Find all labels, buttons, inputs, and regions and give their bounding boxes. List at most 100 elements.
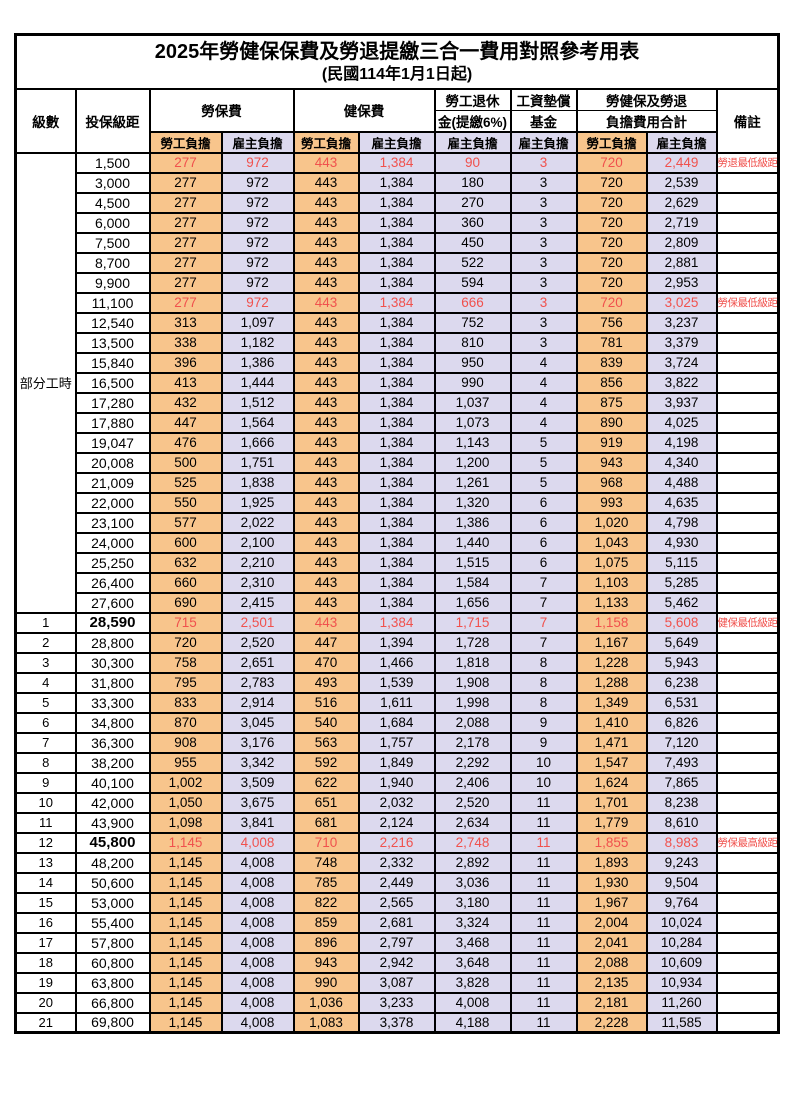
level-cell: 7 xyxy=(14,731,77,754)
value-cell: 1,715 xyxy=(433,611,512,634)
value-cell: 3,237 xyxy=(645,311,718,334)
value-cell: 2,501 xyxy=(220,611,295,634)
value-cell: 972 xyxy=(220,251,295,274)
value-cell: 443 xyxy=(292,211,360,234)
value-cell: 1,410 xyxy=(575,711,648,734)
value-cell: 3,675 xyxy=(220,791,295,814)
bracket-cell: 55,400 xyxy=(74,911,151,934)
level-cell: 16 xyxy=(14,911,77,934)
remark-cell xyxy=(715,371,780,394)
table-row: 25,250 632 2,210 443 1,384 1,515 6 1,075 5,115 xyxy=(16,551,780,574)
table-row: 2 28,800 720 2,520 447 1,394 1,728 7 1,167 5,649 xyxy=(14,631,780,654)
value-cell: 1,145 xyxy=(148,911,223,934)
value-cell: 11 xyxy=(509,831,578,854)
value-cell: 2,748 xyxy=(433,831,512,854)
value-cell: 11 xyxy=(509,891,578,914)
bracket-cell: 6,000 xyxy=(74,211,151,234)
remark-cell xyxy=(715,271,780,294)
value-cell: 2,539 xyxy=(645,171,718,194)
level-cell: 10 xyxy=(14,791,77,814)
value-cell: 2,953 xyxy=(645,271,718,294)
value-cell: 396 xyxy=(148,351,223,374)
value-cell: 2,797 xyxy=(357,931,436,954)
table-row: 24,000 600 2,100 443 1,384 1,440 6 1,043 4,930 xyxy=(16,531,780,554)
value-cell: 6,826 xyxy=(645,711,718,734)
value-cell: 10,934 xyxy=(645,971,718,994)
insurance-fee-table: 2025年勞健保保費及勞退提繳三合一費用對照參考用表 (民國114年1月1日起)… xyxy=(14,33,781,1034)
value-cell: 2,178 xyxy=(433,731,512,754)
remark-cell xyxy=(715,971,780,994)
value-cell: 277 xyxy=(148,271,223,294)
value-cell: 1,075 xyxy=(575,551,648,574)
remark-cell xyxy=(715,211,780,234)
remark-cell xyxy=(715,811,780,834)
value-cell: 360 xyxy=(433,211,512,234)
table-row: 20 66,800 1,145 4,008 1,036 3,233 4,008 11 2,181… xyxy=(14,991,780,1014)
table-row: 18 60,800 1,145 4,008 943 2,942 3,648 11 2,088 10… xyxy=(14,951,780,974)
value-cell: 1,145 xyxy=(148,931,223,954)
header-pension-line2: 金(提繳6%) xyxy=(433,109,512,133)
value-cell: 277 xyxy=(148,191,223,214)
remark-cell xyxy=(715,711,780,734)
value-cell: 11 xyxy=(509,991,578,1014)
value-cell: 2,135 xyxy=(575,971,648,994)
value-cell: 1,728 xyxy=(433,631,512,654)
value-cell: 748 xyxy=(292,851,360,874)
page-title: 2025年勞健保保費及勞退提繳三合一費用對照參考用表 xyxy=(154,41,640,64)
value-cell: 2,406 xyxy=(433,771,512,794)
bracket-cell: 53,000 xyxy=(74,891,151,914)
value-cell: 4,008 xyxy=(220,931,295,954)
value-cell: 1,384 xyxy=(357,291,436,314)
value-cell: 3,468 xyxy=(433,931,512,954)
remark-cell xyxy=(715,491,780,514)
value-cell: 4,008 xyxy=(220,911,295,934)
value-cell: 955 xyxy=(148,751,223,774)
value-cell: 1,757 xyxy=(357,731,436,754)
value-cell: 2,292 xyxy=(433,751,512,774)
bracket-cell: 17,880 xyxy=(74,411,151,434)
bracket-cell: 16,500 xyxy=(74,371,151,394)
value-cell: 277 xyxy=(148,211,223,234)
bracket-cell: 40,100 xyxy=(74,771,151,794)
value-cell: 3 xyxy=(509,311,578,334)
value-cell: 11,260 xyxy=(645,991,718,1014)
value-cell: 833 xyxy=(148,691,223,714)
table-row: 13 48,200 1,145 4,008 748 2,332 2,892 11 1,893 9,… xyxy=(14,851,780,874)
remark-cell xyxy=(715,751,780,774)
value-cell: 1,384 xyxy=(357,531,436,554)
value-cell: 972 xyxy=(220,271,295,294)
value-cell: 810 xyxy=(433,331,512,354)
table-row: 15,840 396 1,386 443 1,384 950 4 839 3,724 xyxy=(16,351,780,374)
value-cell: 1,349 xyxy=(575,691,648,714)
value-cell: 4,930 xyxy=(645,531,718,554)
value-cell: 1,145 xyxy=(148,871,223,894)
value-cell: 8 xyxy=(509,651,578,674)
value-cell: 1,002 xyxy=(148,771,223,794)
bracket-cell: 69,800 xyxy=(74,1011,151,1034)
subheader-pension-employer: 雇主負擔 xyxy=(433,130,512,154)
value-cell: 1,143 xyxy=(433,431,512,454)
value-cell: 870 xyxy=(148,711,223,734)
value-cell: 4 xyxy=(509,371,578,394)
bracket-cell: 7,500 xyxy=(74,231,151,254)
value-cell: 4 xyxy=(509,391,578,414)
value-cell: 1,751 xyxy=(220,451,295,474)
bracket-cell: 33,300 xyxy=(74,691,151,714)
remark-cell xyxy=(715,591,780,614)
value-cell: 4,188 xyxy=(433,1011,512,1034)
value-cell: 6 xyxy=(509,531,578,554)
level-cell: 15 xyxy=(14,891,77,914)
value-cell: 943 xyxy=(292,951,360,974)
value-cell: 2,449 xyxy=(357,871,436,894)
value-cell: 5 xyxy=(509,471,578,494)
remark-cell xyxy=(715,991,780,1014)
value-cell: 3,724 xyxy=(645,351,718,374)
bracket-cell: 11,100 xyxy=(74,291,151,314)
bracket-cell: 42,000 xyxy=(74,791,151,814)
level-cell: 3 xyxy=(14,651,77,674)
remark-cell xyxy=(715,871,780,894)
bracket-cell: 23,100 xyxy=(74,511,151,534)
remark-cell: 勞保最高級距 xyxy=(715,831,780,854)
value-cell: 715 xyxy=(148,611,223,634)
value-cell: 990 xyxy=(292,971,360,994)
